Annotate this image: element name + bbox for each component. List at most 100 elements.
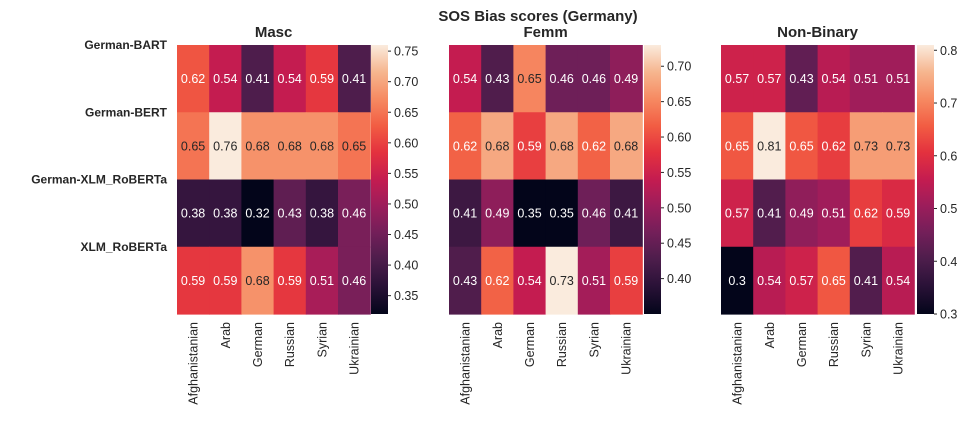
cell-value-label: 0.62: [822, 139, 846, 153]
heatmap-cell: [785, 179, 819, 248]
cell-value-label: 0.35: [517, 207, 541, 221]
heatmap-cell: [721, 112, 754, 181]
heatmap-cell: [545, 45, 579, 113]
cell-value-label: 0.51: [886, 72, 910, 86]
heatmap-cell: [513, 112, 547, 181]
cell-value-label: 0.46: [342, 274, 366, 288]
heatmap-cell: [721, 179, 754, 248]
cell-value-label: 0.59: [517, 139, 541, 153]
heatmap-cell: [817, 112, 851, 181]
cell-value-label: 0.65: [725, 139, 749, 153]
colorbar-tick-label: 0.55: [667, 166, 691, 180]
colorbar-tick-label: 0.6: [940, 149, 957, 163]
cell-value-label: 0.38: [213, 207, 237, 221]
colorbar-tick-label: 0.50: [394, 197, 418, 211]
cell-value-label: 0.46: [550, 72, 574, 86]
colorbar-tick-label: 0.65: [667, 95, 691, 109]
heatmap-cell: [849, 112, 883, 181]
cell-value-label: 0.54: [453, 72, 477, 86]
panel-title: Non-Binary: [777, 24, 858, 41]
cell-value-label: 0.51: [854, 72, 878, 86]
heatmap-cell: [882, 45, 915, 113]
heatmap-cell: [753, 112, 786, 181]
cell-value-label: 0.41: [342, 72, 366, 86]
heatmap-cell: [338, 45, 371, 113]
panel-title: Femm: [524, 24, 568, 41]
cell-value-label: 0.65: [822, 274, 846, 288]
cell-value-label: 0.43: [453, 274, 477, 288]
colorbar-tick-label: 0.40: [667, 272, 691, 286]
heatmap-cell: [449, 246, 482, 315]
heatmap-cell: [577, 112, 611, 181]
heatmap-cell: [305, 45, 339, 113]
cell-value-label: 0.41: [245, 72, 269, 86]
cell-value-label: 0.43: [789, 72, 813, 86]
cell-value-label: 0.81: [757, 139, 781, 153]
heatmap-cell: [481, 45, 514, 113]
heatmap-cell: [882, 112, 915, 181]
panel-femm: Femm 0.54 0.43 0.65 0.46 0.46 0.49 0.62 0.68 0.59…: [449, 24, 691, 405]
cell-value-label: 0.54: [213, 72, 237, 86]
cell-value-label: 0.41: [453, 207, 477, 221]
cell-value-label: 0.73: [886, 139, 910, 153]
x-tick-label-syrian: Syrian: [859, 322, 873, 357]
heatmap-cell: [305, 179, 339, 248]
x-tick-label-ukrainian: Ukrainian: [892, 322, 906, 375]
cell-value-label: 0.43: [278, 207, 302, 221]
heatmap-cell: [753, 45, 786, 113]
colorbar-tick-label: 0.60: [667, 131, 691, 145]
cell-value-label: 0.65: [789, 139, 813, 153]
colorbar-tick-label: 0.7: [940, 97, 957, 111]
cell-value-label: 0.49: [614, 72, 638, 86]
cell-value-label: 0.57: [789, 274, 813, 288]
cell-value-label: 0.35: [550, 207, 574, 221]
cell-value-label: 0.68: [278, 139, 302, 153]
colorbar-tick-label: 0.65: [394, 106, 418, 120]
x-tick-label-german: German: [795, 322, 809, 367]
cell-value-label: 0.57: [725, 207, 749, 221]
heatmap-cell: [177, 112, 210, 181]
colorbar-tick-label: 0.55: [394, 167, 418, 181]
x-tick-label-arab: Arab: [491, 322, 505, 348]
heatmap-cell: [273, 112, 307, 181]
cell-value-label: 0.62: [485, 274, 509, 288]
cell-value-label: 0.54: [517, 274, 541, 288]
heatmap-cell: [753, 179, 786, 248]
heatmap-cell: [817, 246, 851, 315]
cell-value-label: 0.49: [485, 207, 509, 221]
cell-value-label: 0.32: [245, 207, 269, 221]
x-tick-label-afghanistanian: Afghanistanian: [731, 322, 745, 405]
heatmap-cell: [817, 45, 851, 113]
x-tick-label-afghanistanian: Afghanistanian: [187, 322, 201, 405]
heatmap-cell: [449, 45, 482, 113]
cell-value-label: 0.3: [728, 274, 745, 288]
colorbar: [917, 45, 934, 314]
cell-value-label: 0.54: [886, 274, 910, 288]
heatmap-cell: [721, 246, 754, 315]
cell-value-label: 0.68: [245, 139, 269, 153]
cell-value-label: 0.65: [342, 139, 366, 153]
heatmap-cell: [305, 112, 339, 181]
cell-value-label: 0.57: [757, 72, 781, 86]
heatmap-cell: [785, 246, 819, 315]
heatmap-cell: [753, 246, 786, 315]
heatmap-cell: [610, 179, 643, 248]
cell-value-label: 0.51: [822, 207, 846, 221]
x-tick-label-russian: Russian: [283, 322, 297, 367]
heatmap-cell: [273, 179, 307, 248]
x-tick-label-afghanistanian: Afghanistanian: [459, 322, 473, 405]
chart-title: SOS Bias scores (Germany): [438, 8, 637, 25]
cell-value-label: 0.62: [854, 207, 878, 221]
heatmap-cell: [209, 45, 242, 113]
heatmap-cell: [209, 246, 242, 315]
cell-value-label: 0.41: [854, 274, 878, 288]
heatmap-cell: [610, 246, 643, 315]
heatmap-cell: [209, 179, 242, 248]
colorbar-tick-label: 0.60: [394, 136, 418, 150]
cell-value-label: 0.51: [310, 274, 334, 288]
colorbar-tick-label: 0.40: [394, 259, 418, 273]
heatmap-cell: [610, 45, 643, 113]
heatmap-cell: [882, 246, 915, 315]
cell-value-label: 0.62: [181, 72, 205, 86]
colorbar-tick-label: 0.4: [940, 255, 957, 269]
